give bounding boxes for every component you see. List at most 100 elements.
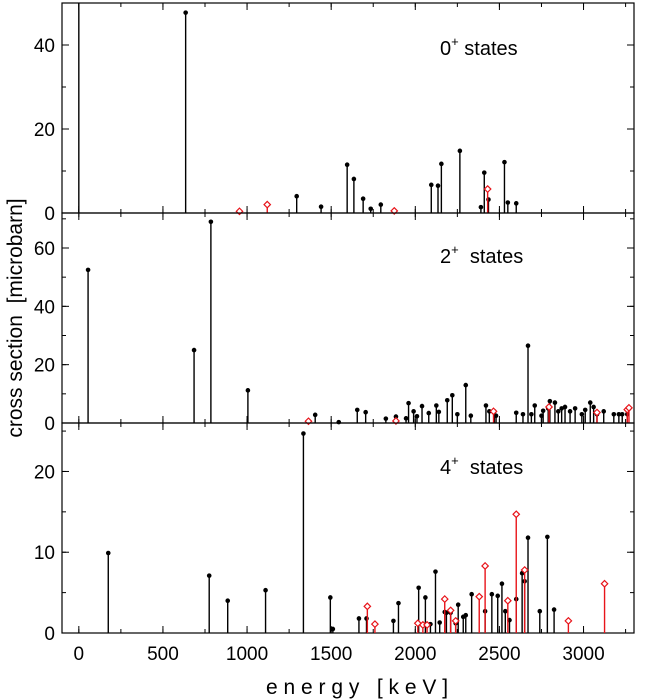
stem-marker-circle	[85, 267, 91, 273]
x-tick-label: 3000	[562, 644, 604, 665]
stem-marker-circle	[450, 392, 455, 398]
panel-label: 0+ states	[440, 34, 518, 60]
stem-marker-circle	[489, 591, 495, 597]
stem-marker-circle	[537, 608, 543, 614]
stem-marker-circle	[434, 403, 439, 408]
stem-marker-circle	[183, 10, 188, 15]
stem-marker-diamond	[483, 185, 492, 194]
stem-marker-circle	[493, 413, 499, 419]
stem-marker-circle	[351, 176, 357, 182]
x-tick-label: 2500	[478, 644, 520, 665]
stem-marker-circle	[263, 587, 268, 593]
stem-marker-diamond	[564, 616, 573, 625]
stem-marker-circle	[463, 612, 469, 618]
stem-marker-circle	[364, 616, 369, 621]
stem-marker-diamond	[624, 403, 634, 412]
stem-marker-circle	[294, 193, 299, 199]
panel-label-rest: states	[459, 246, 523, 268]
stem-marker-circle	[439, 161, 444, 167]
stem-marker-circle	[551, 607, 557, 612]
y-tick-label: 20	[34, 356, 55, 377]
stem-marker-circle	[487, 409, 492, 414]
stem-marker-circle	[513, 410, 519, 416]
x-tick-label: 1000	[226, 644, 268, 665]
stem-marker-circle	[328, 595, 333, 600]
stem-marker-circle	[330, 626, 336, 632]
stem-marker-circle	[403, 416, 409, 421]
y-tick-label: 0	[44, 624, 55, 645]
panel-label-rest: states	[459, 457, 523, 479]
y-tick-label: 10	[34, 543, 55, 564]
y-tick-label: 40	[34, 36, 55, 57]
stem-marker-diamond	[413, 619, 422, 628]
stem-marker-circle	[468, 413, 474, 419]
stem-marker-circle	[469, 591, 474, 597]
stem-marker-circle	[393, 414, 399, 419]
stem-marker-circle	[245, 388, 251, 393]
stem-marker-diamond	[544, 402, 554, 412]
stem-marker-diamond	[363, 602, 372, 611]
stem-marker-circle	[225, 598, 231, 603]
stem-marker-diamond	[440, 595, 449, 604]
y-tick-label: 0	[44, 414, 55, 435]
panel-label-sup: +	[451, 453, 459, 468]
x-axis-title: e n e r g y [ k e V ]	[266, 676, 448, 699]
panel-label-sup: +	[451, 242, 459, 257]
stem-marker-circle	[318, 204, 324, 209]
stem-marker-circle	[368, 206, 374, 212]
x-axis-ticks: 0 500 1000 1500 2000 2500 3000	[74, 644, 605, 665]
stem-marker-circle	[396, 600, 401, 606]
stem-marker-circle	[619, 411, 625, 417]
panel-frame	[61, 212, 635, 424]
y-tick-label: 20	[34, 462, 55, 483]
panel-frame	[61, 2, 635, 214]
panel-label-sup: +	[451, 34, 459, 49]
stem-marker-circle	[437, 620, 442, 625]
stem-marker-diamond	[503, 596, 512, 605]
stem-marker-circle	[525, 535, 531, 540]
panel-label-rest: states	[459, 38, 518, 60]
stem-marker-diamond	[475, 592, 484, 601]
stem-marker-diamond	[263, 200, 272, 209]
stem-marker-circle	[545, 534, 550, 540]
stem-marker-circle	[414, 413, 420, 419]
stem-marker-circle	[428, 182, 434, 188]
stem-marker-circle	[455, 411, 460, 417]
stem-marker-circle	[301, 431, 306, 436]
stem-marker-circle	[567, 409, 573, 414]
stem-marker-circle	[433, 569, 438, 574]
series-black	[105, 431, 557, 633]
stem-marker-circle	[582, 407, 588, 413]
x-tick-label: 500	[147, 644, 179, 665]
stem-marker-diamond	[423, 620, 432, 629]
y-tick-label: 40	[34, 297, 55, 318]
stem-marker-circle	[601, 409, 607, 414]
stem-marker-circle	[360, 196, 366, 202]
stem-marker-circle	[502, 159, 507, 165]
y-tick-label: 20	[34, 120, 55, 141]
stem-marker-circle	[591, 404, 596, 410]
stem-marker-circle	[416, 585, 421, 591]
panel-label-main: 2	[440, 246, 451, 268]
stem-marker-circle	[435, 183, 441, 188]
stem-marker-circle	[486, 197, 491, 202]
stem-marker-circle	[547, 398, 553, 404]
stem-marker-circle	[579, 411, 585, 417]
panel-label-main: 4	[440, 457, 451, 479]
panel-label: 2+ states	[440, 242, 523, 268]
stem-marker-circle	[426, 410, 432, 416]
stem-marker-circle	[499, 581, 505, 587]
x-tick-label: 0	[74, 644, 85, 665]
series-black	[78, 3, 519, 213]
stem-marker-circle	[423, 595, 428, 600]
stem-marker-circle	[587, 400, 593, 405]
stem-marker-circle	[378, 202, 384, 207]
stem-marker-circle	[105, 550, 111, 556]
series-red	[304, 402, 634, 426]
stem-marker-circle	[616, 411, 622, 417]
y-axis-title: cross section [microbarn]	[4, 198, 27, 437]
panel-2plus: 20 40 60 0 2+ states	[34, 212, 635, 435]
series-red	[363, 510, 609, 633]
